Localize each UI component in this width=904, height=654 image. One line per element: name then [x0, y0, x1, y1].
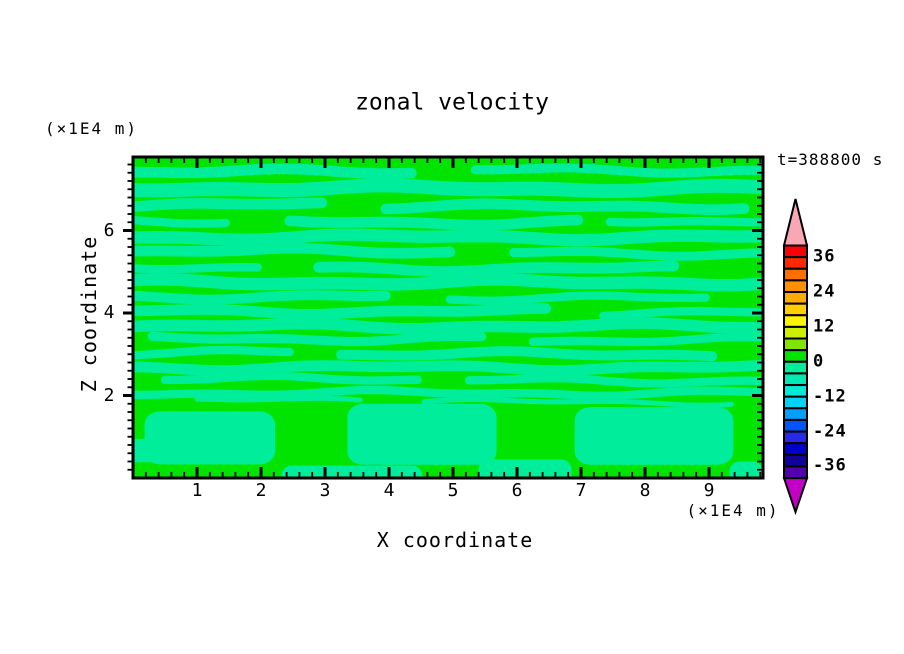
- colorbar-box: [783, 279, 808, 294]
- colorbar-box: [783, 337, 808, 352]
- contour-streak: [133, 359, 763, 376]
- contour-streak: [133, 303, 552, 320]
- contour-streak: [133, 197, 328, 213]
- contour-streak: [133, 273, 763, 292]
- colorbar-box: [783, 302, 808, 317]
- contour-streak: [284, 214, 584, 231]
- colorbar-box: [783, 453, 808, 468]
- contour-cell: [144, 411, 276, 465]
- contour-streak: [445, 291, 710, 305]
- contour-streak: [470, 163, 763, 178]
- contour-streak: [528, 333, 763, 347]
- contour-cell: [574, 407, 734, 465]
- contour-bottom-strip: [478, 459, 572, 478]
- plot-frame: [131, 155, 765, 480]
- contour-cell: [347, 403, 497, 465]
- contour-streak: [133, 215, 230, 228]
- contour-streak: [421, 396, 734, 408]
- colorbar-box: [783, 349, 808, 363]
- colorbar-box: [783, 418, 808, 433]
- contour-streak: [133, 317, 763, 335]
- contour-streak: [464, 373, 763, 388]
- colorbar-box: [783, 267, 808, 282]
- colorbar-box: [783, 291, 808, 305]
- contour-bottom-strip: [281, 465, 423, 478]
- contour-field: [133, 157, 763, 478]
- contour-streak: [380, 198, 750, 215]
- contour-streak: [509, 246, 763, 261]
- colorbar-box: [783, 430, 808, 445]
- colorbar-box: [783, 395, 808, 410]
- colorbar-box: [783, 465, 808, 480]
- colorbar-box: [783, 372, 808, 387]
- contour-streak: [313, 260, 680, 277]
- colorbar-box: [783, 360, 808, 375]
- contour-streak: [133, 290, 391, 305]
- contour-streak: [133, 228, 763, 247]
- colorbar-box: [783, 407, 808, 421]
- contour-streak: [133, 345, 294, 360]
- colorbar-box: [783, 314, 808, 328]
- contour-streak: [194, 395, 363, 403]
- contour-streak: [599, 306, 763, 321]
- colorbar-box: [783, 384, 808, 398]
- contour-edge-patch: [133, 438, 165, 463]
- contour-streak: [133, 242, 456, 259]
- colorbar-above-arrow: [782, 198, 809, 247]
- colorbar-box: [783, 256, 808, 270]
- colorbar-box: [783, 442, 808, 456]
- colorbar-below-arrow: [782, 477, 809, 516]
- contour-streak: [147, 331, 487, 347]
- contour-streak: [133, 385, 763, 400]
- contour-bottom-strip: [729, 461, 763, 478]
- contour-streak: [605, 217, 763, 227]
- contour-streak: [133, 263, 262, 274]
- colorbar-box: [783, 325, 808, 340]
- colorbar-box: [783, 244, 808, 259]
- contour-streak: [133, 163, 417, 179]
- contour-streak: [133, 178, 763, 199]
- contour-streak: [336, 346, 718, 362]
- contour-streak: [160, 371, 422, 385]
